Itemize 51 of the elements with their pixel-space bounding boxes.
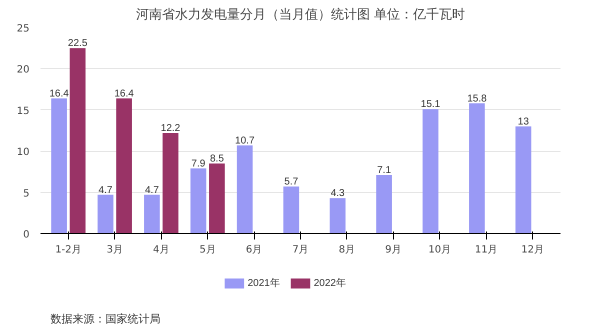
data-label: 12.2: [160, 122, 181, 134]
x-tick-label: 7月: [292, 244, 309, 256]
x-tick-label: 5月: [199, 244, 216, 256]
bar: [515, 126, 532, 234]
bar: [98, 194, 114, 234]
bar: [236, 145, 253, 234]
x-tick-label: 10月: [428, 244, 452, 256]
bar: [162, 132, 178, 234]
x-tick-label: 8月: [338, 244, 356, 256]
data-label: 4.7: [98, 184, 113, 196]
y-tick-label: 0: [23, 230, 30, 240]
source-note: 数据来源：国家统计局: [50, 312, 160, 326]
bar: [469, 103, 485, 234]
x-tick-label: 1-2月: [55, 244, 82, 256]
data-label: 15.1: [420, 99, 441, 110]
data-label: 15.8: [467, 93, 488, 104]
data-label: 16.4: [114, 88, 134, 100]
legend-label: 2022年: [314, 277, 346, 289]
data-label: 10.7: [235, 135, 255, 146]
bar: [330, 198, 346, 234]
data-label: 22.5: [68, 38, 88, 50]
x-tick-label: 11月: [474, 244, 498, 256]
bar: [190, 168, 206, 234]
x-tick-label: 4月: [153, 244, 170, 256]
bar: [70, 48, 86, 234]
data-label: 8.5: [210, 153, 224, 164]
x-tick-label: 6月: [246, 244, 262, 256]
data-label: 4.7: [144, 184, 160, 196]
bar: [116, 98, 132, 234]
y-tick-label: 25: [16, 24, 30, 34]
y-tick-label: 10: [16, 147, 30, 158]
bar: [422, 109, 438, 234]
bar: [51, 98, 67, 234]
bar: [209, 163, 225, 234]
data-label: 7.1: [377, 164, 392, 176]
x-tick-label: 12月: [521, 244, 544, 256]
y-tick-label: 5: [23, 188, 30, 200]
y-tick-label: 15: [16, 106, 30, 117]
x-tick-label: 3月: [106, 244, 123, 256]
data-label: 4.3: [330, 188, 346, 200]
data-label: 16.4: [49, 88, 70, 100]
chart-title: 河南省水力发电量分月（当月值）统计图 单位：亿千瓦时: [136, 8, 466, 22]
x-tick-label: 9月: [385, 244, 402, 256]
data-label: 5.7: [284, 176, 299, 188]
y-tick-label: 20: [16, 64, 30, 76]
bar: [144, 194, 160, 234]
bar: [376, 174, 392, 234]
legend-label: 2021年: [248, 277, 280, 289]
data-label: 7.9: [191, 158, 206, 170]
bar: [283, 186, 300, 234]
data-label: 13: [518, 116, 530, 128]
